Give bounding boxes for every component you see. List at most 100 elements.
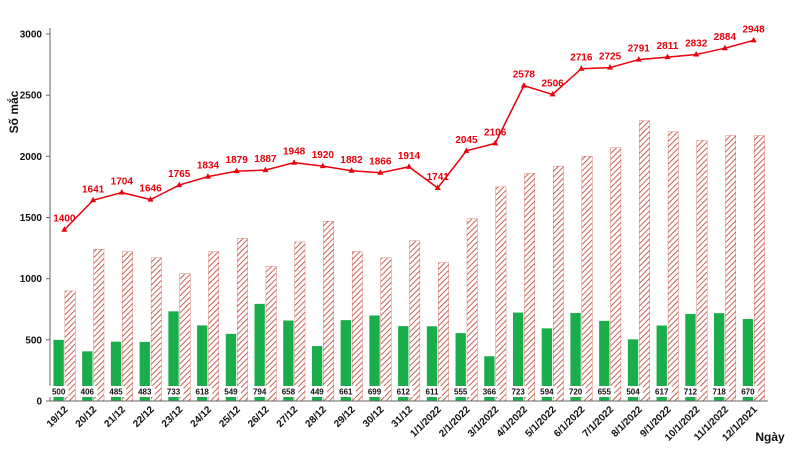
- line-value-label: 1948: [283, 147, 306, 158]
- line-point: [635, 56, 642, 62]
- line-value-label: 1834: [197, 161, 220, 172]
- green-bar-8/1/2022: [627, 339, 639, 401]
- x-tick-label: 24/12: [189, 404, 215, 430]
- bar-value-label: 661: [339, 388, 353, 397]
- hatched-bar-31/12: [409, 240, 421, 402]
- x-tick-label: 20/12: [74, 404, 100, 430]
- line-value-label: 2948: [743, 24, 766, 35]
- hatched-bar-26/12: [265, 266, 277, 402]
- x-tick-label: 19/12: [45, 404, 71, 430]
- line-point: [377, 169, 384, 175]
- line-point: [693, 51, 700, 57]
- line-series: [61, 36, 757, 232]
- bar-label-bg: [249, 386, 270, 397]
- hatched-bar-11/1/2022: [725, 135, 736, 402]
- line-value-label: 2791: [628, 44, 651, 55]
- bar-value-label: 712: [684, 388, 698, 397]
- green-bar-25/12: [225, 333, 237, 401]
- line-value-label: 1879: [226, 155, 249, 166]
- line-value-label: 2578: [513, 70, 536, 81]
- line-point: [549, 90, 556, 97]
- line-point: [492, 139, 499, 146]
- line-point: [406, 163, 412, 169]
- bar-value-label: 794: [253, 388, 267, 397]
- hatched-bar-2/1/2022: [466, 218, 478, 402]
- line-point: [664, 53, 671, 60]
- bar-label-bg: [709, 386, 730, 397]
- green-bar-2/1/2022: [455, 333, 466, 401]
- line-point: [118, 189, 125, 195]
- line-point: [319, 162, 326, 169]
- line-point: [233, 167, 240, 174]
- bar-label-bg: [106, 386, 127, 397]
- line-value-label: 2811: [657, 41, 679, 52]
- line-value-label: 1882: [340, 155, 363, 166]
- green-bar-23/12: [168, 311, 179, 401]
- line-value-label: 1866: [369, 157, 392, 168]
- green-bar-5/1/2022: [541, 328, 553, 401]
- line-value-label: 1400: [53, 214, 76, 225]
- green-bar-12/1/2021: [742, 319, 754, 401]
- hatched-bar-1/1/2022: [438, 262, 449, 402]
- hatched-bar-20/12: [93, 249, 105, 402]
- bar-label-bg: [163, 386, 184, 397]
- hatched-bar-25/12: [237, 238, 248, 402]
- bar-label-bg: [421, 386, 442, 397]
- line-value-label: 2725: [599, 52, 622, 63]
- hatched-bar-22/12: [150, 257, 162, 402]
- hatched-bar-6/1/2022: [581, 156, 593, 402]
- y-tick-label: 1500: [20, 213, 43, 224]
- bar-value-label: 733: [167, 388, 181, 397]
- line-value-label: 2106: [484, 127, 507, 138]
- line-value-label: 2716: [570, 53, 593, 64]
- hatched-bars: [64, 120, 765, 402]
- green-bar-26/12: [254, 303, 265, 401]
- bar-label-bg: [737, 386, 758, 397]
- bar-label-bg: [479, 386, 500, 397]
- bar-label-bg: [393, 386, 414, 397]
- green-bar-1/1/2022: [426, 326, 438, 401]
- bar-value-label: 594: [540, 388, 554, 397]
- y-tick-label: 500: [25, 335, 42, 346]
- line-value-label: 1646: [139, 184, 162, 195]
- cases-line: [63, 39, 754, 231]
- hatched-bar-30/12: [380, 257, 392, 402]
- bar-value-label: 617: [655, 388, 669, 397]
- hatched-bar-10/1/2022: [696, 140, 708, 402]
- line-point: [463, 147, 470, 153]
- line-point: [434, 184, 441, 191]
- bar-label-bg: [134, 386, 155, 397]
- line-point: [721, 44, 728, 51]
- bar-value-label: 366: [483, 388, 497, 397]
- line-point: [750, 36, 757, 43]
- line-point: [61, 226, 68, 232]
- hatched-bar-28/12: [323, 221, 334, 402]
- hatched-bar-29/12: [351, 251, 363, 402]
- bar-label-bg: [536, 386, 557, 397]
- green-bar-19/12: [53, 339, 64, 401]
- green-bar-11/1/2022: [714, 313, 725, 401]
- x-tick-label: 21/12: [102, 404, 128, 430]
- bar-value-label: 611: [426, 388, 439, 397]
- hatched-bar-19/12: [64, 290, 76, 402]
- green-bars: [53, 303, 754, 401]
- line-value-label: 1920: [312, 150, 335, 161]
- x-tick-label: 27/12: [275, 404, 301, 430]
- x-tick-label: 25/12: [217, 404, 243, 430]
- bar-label-bg: [192, 386, 213, 397]
- green-bar-20/12: [82, 351, 93, 401]
- hatched-bar-5/1/2022: [553, 165, 564, 402]
- green-bar-31/12: [398, 326, 409, 401]
- green-bar-29/12: [340, 320, 351, 401]
- x-tick-label: 29/12: [332, 404, 358, 430]
- bar-label-bg: [307, 386, 328, 397]
- hatched-bar-12/1/2021: [754, 135, 765, 402]
- y-tick-label: 3000: [20, 30, 43, 41]
- line-point: [348, 167, 355, 173]
- line-value-label: 1741: [427, 172, 450, 183]
- bar-value-label: 612: [397, 388, 411, 397]
- x-axis-title: Ngày: [755, 430, 785, 444]
- green-bar-28/12: [311, 346, 323, 401]
- line-point: [291, 159, 298, 165]
